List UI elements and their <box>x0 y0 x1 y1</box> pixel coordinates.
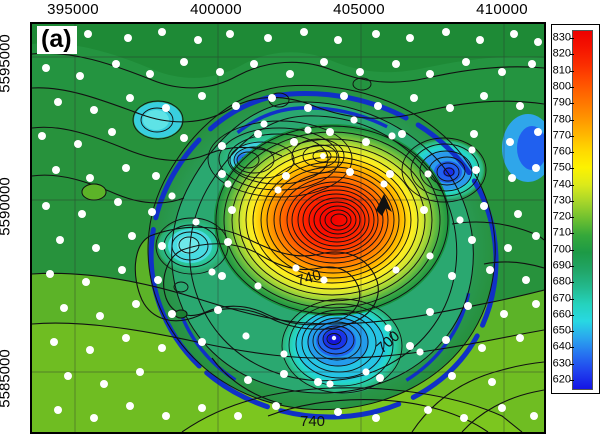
colorbar-tickmark-650 <box>570 331 574 333</box>
colorbar-tick-720: 720 <box>552 210 571 223</box>
y-tick-2: 5585000 <box>0 349 14 408</box>
colorbar-tick-730: 730 <box>552 194 571 207</box>
colorbar-tick-770: 770 <box>552 129 571 142</box>
colorbar-tick-660: 660 <box>552 308 571 321</box>
colorbar-tickmark-750 <box>570 168 574 170</box>
y-tick-1: 5590000 <box>0 177 14 236</box>
x-tick-0: 395000 <box>47 1 99 18</box>
panel-label: (a) <box>37 26 77 54</box>
x-tick-1: 400000 <box>190 1 242 18</box>
graticule <box>32 24 544 432</box>
colorbar-tickmark-830 <box>570 38 574 40</box>
colorbar-tickmark-620 <box>570 379 574 381</box>
colorbar-tickmark-810 <box>570 70 574 72</box>
colorbar-tickmark-690 <box>570 265 574 267</box>
colorbar-tick-700: 700 <box>552 243 571 256</box>
ring-low-contour <box>148 91 499 420</box>
colorbar-tick-790: 790 <box>552 96 571 109</box>
colorbar-tick-740: 740 <box>552 178 571 191</box>
colorbar-tickmark-660 <box>570 314 574 316</box>
colorbar-tickmark-800 <box>570 86 574 88</box>
colorbar-tickmark-680 <box>570 282 574 284</box>
colorbar-tick-760: 760 <box>552 145 571 158</box>
colorbar-tick-670: 670 <box>552 292 571 304</box>
colorbar: 830 820 810 800 790 780 770 760 750 740 730 720 710 7… <box>551 24 600 394</box>
colorbar-tick-750: 750 <box>552 161 571 174</box>
summit-triangle-marker <box>376 194 392 216</box>
colorbar-tick-710: 710 <box>552 226 571 239</box>
contour-label-740b: 740 <box>300 413 325 430</box>
colorbar-tickmark-630 <box>570 363 574 365</box>
colorbar-tickmark-790 <box>570 103 574 105</box>
colorbar-tickmark-720 <box>570 217 574 219</box>
colorbar-tick-780: 780 <box>552 113 571 125</box>
colorbar-tickmark-780 <box>570 119 574 121</box>
colorbar-tick-810: 810 <box>552 64 571 77</box>
colorbar-tick-690: 690 <box>552 259 571 272</box>
colorbar-tickmark-700 <box>570 249 574 251</box>
colorbar-tick-620: 620 <box>552 373 571 386</box>
colorbar-tick-830: 830 <box>552 31 571 44</box>
station-markers <box>38 28 542 422</box>
colorbar-tickmark-730 <box>570 200 574 202</box>
colorbar-tickmark-820 <box>570 54 574 56</box>
x-tick-2: 405000 <box>333 1 385 18</box>
colorbar-gradient <box>572 30 593 390</box>
colorbar-tickmark-670 <box>570 298 574 300</box>
colorbar-tickmark-740 <box>570 184 574 186</box>
high-contours <box>215 125 449 315</box>
colorbar-tickmark-710 <box>570 233 574 235</box>
y-tick-0: 5595000 <box>0 34 14 93</box>
contour-map-svg: 740 700 740 <box>32 24 544 432</box>
colorbar-tickmark-760 <box>570 152 574 154</box>
colorbar-tickmark-640 <box>570 347 574 349</box>
contour-label-740a: 740 <box>294 267 323 290</box>
colorbar-tick-650: 650 <box>552 324 571 337</box>
x-tick-3: 410000 <box>476 1 528 18</box>
colorbar-tick-640: 640 <box>552 340 571 353</box>
colorbar-tick-820: 820 <box>552 47 571 60</box>
colorbar-tick-680: 680 <box>552 275 571 288</box>
contour-map: 740 700 740 <box>30 22 546 434</box>
colorbar-tickmark-770 <box>570 135 574 137</box>
colorbar-tick-800: 800 <box>552 80 571 93</box>
colorbar-tick-630: 630 <box>552 357 571 370</box>
